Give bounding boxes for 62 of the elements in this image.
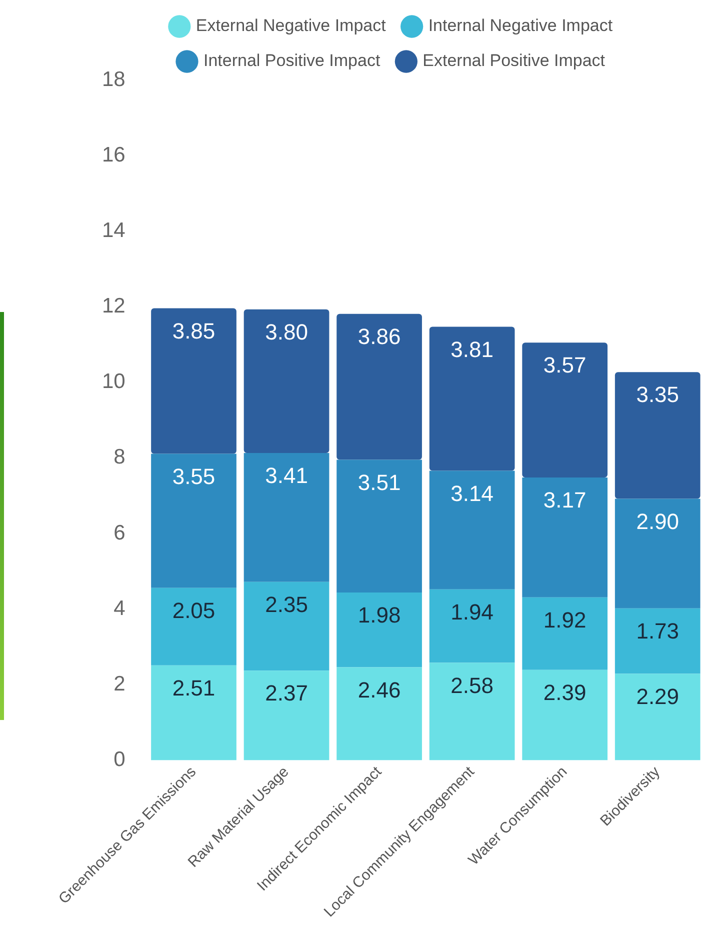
y-tick-label: 0 — [114, 748, 126, 772]
data-label: 1.94 — [450, 599, 494, 624]
bar — [522, 670, 608, 760]
bar — [429, 589, 515, 663]
bar — [336, 667, 422, 760]
data-label: 2.51 — [172, 675, 216, 700]
y-tick-label: 8 — [114, 446, 126, 469]
bar — [151, 588, 236, 666]
bar — [522, 342, 608, 478]
data-label: 1.73 — [636, 618, 680, 644]
data-label: 3.41 — [265, 463, 308, 488]
bar — [244, 670, 330, 760]
data-label: 3.80 — [265, 319, 308, 344]
bar — [614, 372, 700, 499]
data-label: 3.86 — [358, 324, 401, 349]
y-tick-label: 18 — [102, 68, 126, 91]
bar — [336, 314, 422, 460]
data-label: 3.57 — [543, 352, 586, 378]
bar — [151, 308, 236, 454]
legend-label: External Negative Impact — [196, 16, 386, 36]
bar — [429, 662, 515, 760]
bar — [522, 478, 608, 598]
data-label: 3.17 — [543, 488, 586, 513]
bar — [244, 582, 330, 671]
data-label: 2.29 — [636, 684, 680, 709]
bar — [336, 460, 422, 592]
data-label: 2.37 — [265, 680, 308, 706]
data-label: 3.51 — [358, 470, 401, 495]
data-label: 2.90 — [636, 508, 680, 534]
bar — [244, 309, 330, 453]
data-label: 3.35 — [636, 382, 680, 408]
y-tick-label: 16 — [102, 143, 126, 166]
y-tick-label: 14 — [102, 218, 126, 242]
bar — [614, 498, 700, 608]
data-label: 1.98 — [358, 602, 401, 628]
bar — [429, 470, 515, 590]
data-label: 3.55 — [172, 464, 216, 489]
bar — [522, 597, 608, 670]
data-label: 2.05 — [172, 598, 216, 623]
y-tick-label: 4 — [114, 596, 126, 620]
data-label: 3.85 — [172, 318, 216, 344]
data-label: 1.92 — [543, 607, 586, 632]
bar — [336, 592, 422, 668]
data-label: 3.81 — [450, 336, 494, 362]
y-tick-label: 6 — [114, 521, 126, 544]
data-label: 3.14 — [450, 480, 494, 506]
data-label: 2.58 — [450, 672, 494, 698]
bar — [151, 665, 236, 760]
data-label: 2.35 — [265, 592, 308, 617]
bar — [614, 608, 700, 674]
bar — [614, 674, 700, 760]
legend-label: Internal Negative Impact — [428, 16, 613, 36]
y-tick-label: 10 — [102, 370, 126, 394]
bar — [151, 454, 236, 588]
data-label: 2.39 — [543, 680, 586, 705]
bar — [244, 453, 330, 582]
bar — [429, 326, 515, 471]
y-tick-label: 2 — [114, 672, 126, 696]
legend-label: External Positive Impact — [422, 51, 606, 70]
legend-label: Internal Positive Impact — [203, 51, 380, 70]
data-label: 2.46 — [358, 677, 401, 702]
y-tick-label: 12 — [102, 294, 126, 318]
